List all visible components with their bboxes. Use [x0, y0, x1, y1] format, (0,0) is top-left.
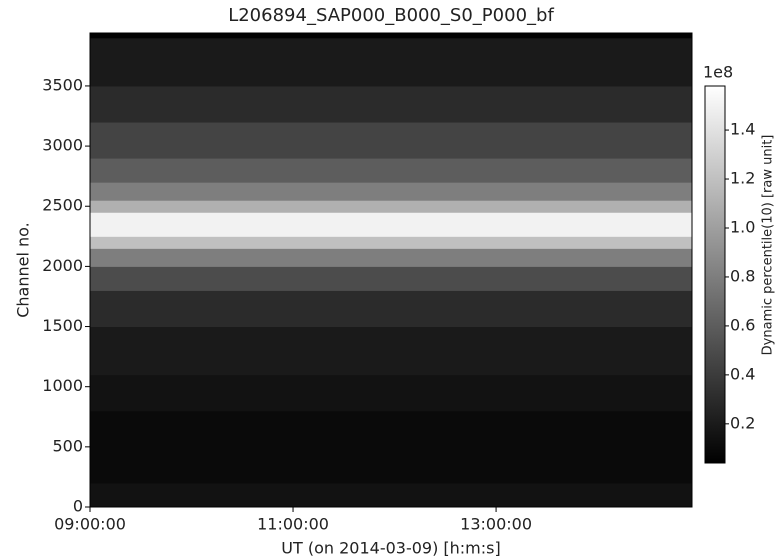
- colorbar-tick-label: 0.6: [730, 315, 755, 334]
- y-tick-label: 3500: [42, 75, 83, 94]
- channel-band: [90, 212, 692, 237]
- x-tick-label: 09:00:00: [54, 515, 126, 534]
- y-axis-label: Channel no.: [14, 222, 33, 318]
- channel-band: [90, 33, 692, 39]
- colorbar: [704, 85, 726, 464]
- colorbar-offset: 1e8: [703, 63, 733, 82]
- colorbar-tick-label: 1.4: [730, 120, 755, 139]
- channel-band: [90, 182, 692, 201]
- channel-band: [90, 158, 692, 183]
- x-tick-label: 13:00:00: [460, 515, 532, 534]
- colorbar-tick-label: 1.2: [730, 169, 755, 188]
- channel-band: [90, 236, 692, 249]
- channel-band: [90, 410, 692, 484]
- colorbar-tick-label: 0.4: [730, 364, 755, 383]
- channel-band: [90, 374, 692, 412]
- colorbar-tick-label: 0.8: [730, 266, 755, 285]
- colorbar-label: Dynamic percentile(10) [raw unit]: [761, 135, 776, 356]
- y-tick-label: 2000: [42, 256, 83, 275]
- channel-band: [90, 85, 692, 123]
- channel-band: [90, 200, 692, 213]
- y-tick-label: 1000: [42, 376, 83, 395]
- plot-frame: [89, 32, 693, 508]
- chart-title: L206894_SAP000_B000_S0_P000_bf: [228, 5, 554, 26]
- colorbar-tick-label: 0.2: [730, 413, 755, 432]
- channel-band: [90, 482, 692, 508]
- colorbar-tick-label: 1.0: [730, 217, 755, 236]
- channel-band: [90, 326, 692, 376]
- x-axis-label: UT (on 2014-03-09) [h:m:s]: [281, 539, 500, 558]
- x-tick-label: 11:00:00: [257, 515, 329, 534]
- channel-band: [90, 290, 692, 328]
- y-tick-label: 1500: [42, 316, 83, 335]
- y-tick-label: 3000: [42, 136, 83, 155]
- y-tick-label: 2500: [42, 196, 83, 215]
- channel-band: [90, 37, 692, 87]
- channel-band: [90, 248, 692, 267]
- y-tick-label: 0: [73, 497, 83, 516]
- channel-band: [90, 122, 692, 159]
- y-tick-label: 500: [52, 436, 83, 455]
- channel-band: [90, 266, 692, 291]
